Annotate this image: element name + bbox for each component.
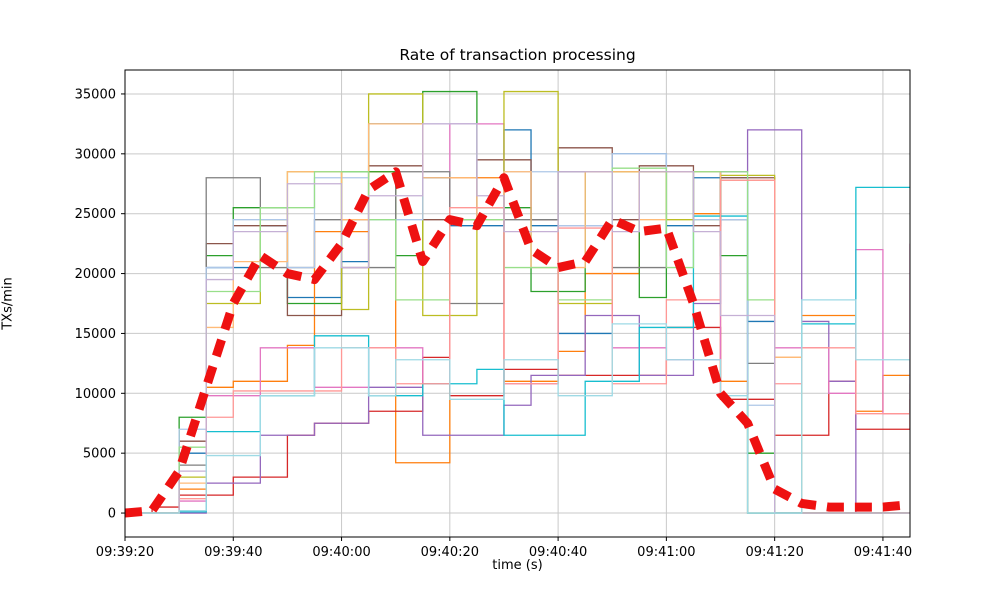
y-tick-label: 30000	[75, 147, 116, 162]
series-line-node-07	[125, 123, 910, 514]
average-line	[125, 167, 910, 518]
series-line-node-12	[125, 123, 910, 514]
x-tick-label: 09:40:00	[312, 545, 370, 560]
x-tick-label: 09:41:40	[854, 545, 912, 560]
y-tick-label: 10000	[75, 387, 116, 402]
y-tick-label: 35000	[75, 87, 116, 102]
series-line-node-14	[125, 179, 910, 514]
series-line-node-04	[125, 326, 910, 514]
axes-spines	[124, 69, 911, 538]
x-tick-label: 09:39:40	[204, 545, 262, 560]
y-tick-label: 25000	[75, 207, 116, 222]
series-line-node-05	[125, 129, 910, 514]
series-line-node-11	[125, 123, 910, 514]
y-tick-label: 15000	[75, 327, 116, 342]
series-line-node-16	[125, 299, 910, 514]
y-tick-label: 5000	[83, 447, 116, 462]
plot-area	[125, 90, 910, 518]
series-line-node-10	[125, 186, 910, 514]
chart-title: Rate of transaction processing	[399, 46, 636, 64]
y-tick-label: 20000	[75, 267, 116, 282]
x-tick-label: 09:40:20	[421, 545, 479, 560]
x-tick-label: 09:41:00	[637, 545, 695, 560]
series-line-node-15	[125, 123, 910, 514]
x-tick-label: 09:40:40	[529, 545, 587, 560]
series-line-node-09	[125, 90, 910, 514]
y-tick-label: 0	[108, 507, 116, 522]
x-tick-label: 09:39:20	[96, 545, 154, 560]
series-line-node-08	[125, 171, 910, 514]
series-line-node-03	[125, 90, 910, 514]
x-tick-label: 09:41:20	[745, 545, 803, 560]
series-line-node-02	[125, 171, 910, 514]
x-axis-label: time (s)	[492, 558, 543, 573]
series-line-node-01	[125, 123, 910, 514]
y-axis-label: TXs/min	[0, 277, 16, 330]
